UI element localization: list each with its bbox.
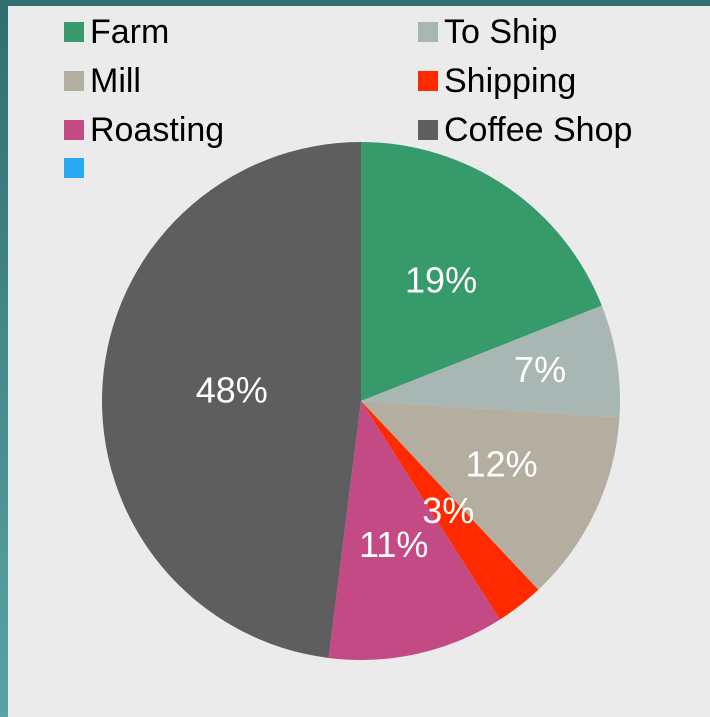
pie-slice-mill <box>361 401 620 590</box>
legend-item-mill: Mill <box>64 61 141 101</box>
data-label-farm: 19% <box>405 260 477 301</box>
legend-item-roasting: Roasting <box>64 110 224 150</box>
pie-data-labels: 19% 7% 12% 3%11% 48% <box>196 260 566 565</box>
legend-item-farm: Farm <box>64 12 169 52</box>
legend-item-unnamed <box>64 158 90 178</box>
legend-item-coffee-shop: Coffee Shop <box>418 110 632 150</box>
legend-label-farm: Farm <box>90 13 170 51</box>
legend-label-mill: Mill <box>90 62 141 100</box>
pie-chart: 19% 7% 12% 3%11% 48% <box>101 142 621 660</box>
data-label-shipping: 3% <box>422 490 474 531</box>
data-label-coffee-shop: 48% <box>196 369 268 410</box>
legend-label-coffee-shop: Coffee Shop <box>444 111 633 149</box>
pie-slices <box>101 142 621 660</box>
legend-label-roasting: Roasting <box>90 111 225 149</box>
data-label-mill: 12% <box>466 444 538 485</box>
legend-swatch-coffee-shop <box>418 120 438 140</box>
legend-item-to-ship: To Ship <box>418 12 557 52</box>
legend-swatch-to-ship <box>418 22 438 42</box>
legend-label-to-ship: To Ship <box>444 13 558 51</box>
pie-slice-roasting <box>328 401 500 660</box>
pie-slice-shipping <box>361 401 539 620</box>
legend-swatch-unnamed <box>64 158 84 178</box>
data-label-roasting: 11% <box>359 524 428 565</box>
data-label-to-ship: 7% <box>514 349 566 390</box>
legend-item-shipping: Shipping <box>418 61 576 101</box>
pie-slice-to-ship <box>361 305 621 418</box>
legend-label-shipping: Shipping <box>444 62 577 100</box>
legend-swatch-roasting <box>64 120 84 140</box>
chart-panel: Farm To Ship Mill Shipping Roasting Coff… <box>8 6 710 717</box>
chart-legend: Farm To Ship Mill Shipping Roasting Coff… <box>8 6 710 196</box>
legend-swatch-shipping <box>418 71 438 91</box>
pie-slice-farm <box>361 142 602 401</box>
legend-swatch-mill <box>64 71 84 91</box>
pie-slice-coffee-shop <box>101 142 362 658</box>
legend-swatch-farm <box>64 22 84 42</box>
